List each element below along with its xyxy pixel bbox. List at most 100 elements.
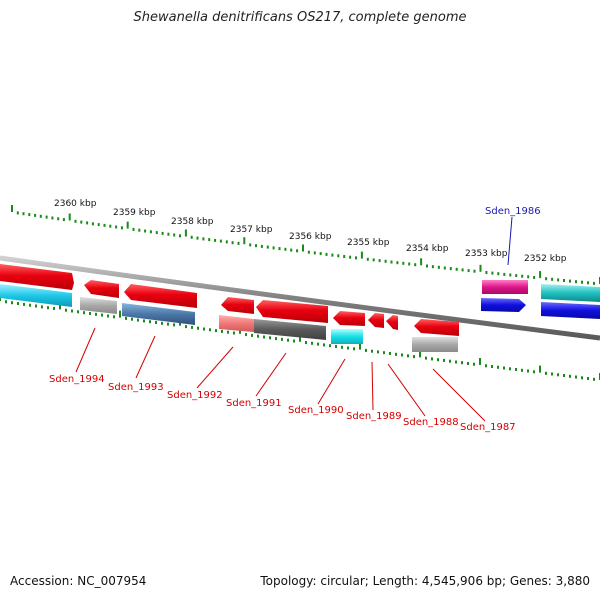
- scale-minor-tick: [455, 360, 457, 364]
- tick-label-2358: 2358 kbp: [171, 217, 214, 227]
- scale-major-tick: [539, 271, 542, 279]
- scale-minor-tick: [557, 373, 559, 377]
- scale-minor-tick: [449, 359, 451, 363]
- gene-arrow[interactable]: [333, 311, 365, 326]
- scale-minor-tick: [491, 365, 493, 368]
- scale-minor-tick: [331, 253, 334, 257]
- scale-minor-tick: [233, 331, 235, 335]
- scale-minor-tick: [366, 257, 369, 261]
- scale-minor-tick: [263, 335, 265, 339]
- scale-minor-tick: [587, 377, 589, 380]
- scale-minor-tick: [203, 327, 205, 331]
- gene-arrow[interactable]: [124, 284, 197, 308]
- scale-minor-tick: [221, 329, 223, 333]
- scale-minor-tick: [275, 337, 277, 341]
- scale-minor-tick: [317, 342, 319, 346]
- gene-arrow[interactable]: [256, 300, 328, 323]
- scale-minor-tick: [335, 345, 337, 348]
- scale-minor-tick: [377, 350, 379, 354]
- scale-minor-tick: [197, 326, 199, 330]
- scale-minor-tick: [313, 251, 316, 255]
- scale-major-tick: [119, 310, 121, 318]
- scale-minor-tick: [329, 344, 331, 348]
- gene-arrow[interactable]: [412, 337, 458, 352]
- scale-minor-tick: [509, 367, 511, 371]
- scale-minor-tick: [575, 280, 577, 284]
- scale-minor-tick: [390, 260, 393, 264]
- scale-minor-tick: [45, 215, 48, 219]
- gene-arrow[interactable]: [481, 298, 526, 312]
- scale-minor-tick: [28, 213, 31, 217]
- scale-minor-tick: [191, 325, 193, 329]
- scale-minor-tick: [509, 273, 512, 277]
- scale-minor-tick: [173, 233, 176, 237]
- gene-arrow[interactable]: [386, 315, 398, 330]
- gene-arrow[interactable]: [414, 319, 459, 336]
- gene-label-sden-1992[interactable]: Sden_1992: [167, 390, 223, 401]
- scale-minor-tick: [179, 234, 181, 238]
- scale-minor-tick: [77, 310, 79, 314]
- scale-minor-tick: [53, 307, 55, 310]
- gene-arrow[interactable]: [0, 284, 72, 307]
- gene-label-sden-1987[interactable]: Sden_1987: [460, 422, 516, 433]
- gene-label-sden-1991[interactable]: Sden_1991: [226, 398, 282, 409]
- gene-arrow[interactable]: [84, 280, 119, 298]
- gene-label-sden-1988[interactable]: Sden_1988: [403, 417, 459, 428]
- scale-minor-tick: [365, 348, 367, 352]
- scale-minor-tick: [11, 301, 13, 305]
- scale-major-tick: [68, 213, 71, 221]
- scale-minor-tick: [190, 235, 193, 239]
- gene-arrow[interactable]: [0, 264, 74, 290]
- scale-minor-tick: [167, 322, 169, 326]
- scale-minor-tick: [225, 240, 228, 244]
- gene-sden-1986[interactable]: [482, 280, 528, 294]
- scale-minor-tick: [62, 218, 65, 222]
- scale-minor-tick: [527, 275, 530, 279]
- gene-label-sden-1994[interactable]: Sden_1994: [49, 374, 105, 385]
- scale-minor-tick: [22, 212, 25, 216]
- gene-arrow[interactable]: [368, 313, 384, 328]
- scale-minor-tick: [83, 311, 85, 315]
- gene-labels: Sden_1986 Sden_1994 Sden_1993 Sden_1992 …: [49, 206, 541, 433]
- scale-minor-tick: [401, 353, 403, 357]
- scale-minor-tick: [402, 261, 405, 265]
- scale-minor-tick: [437, 358, 439, 362]
- leader-line-sden-1990: [317, 358, 346, 405]
- gene-arrow[interactable]: [219, 315, 254, 332]
- gene-arrow[interactable]: [122, 303, 195, 325]
- gene-label-sden-1986[interactable]: Sden_1986: [485, 206, 541, 217]
- scale-major-tick: [479, 264, 482, 272]
- scale-minor-tick: [29, 303, 31, 307]
- scale-minor-tick: [255, 244, 257, 248]
- scale-minor-tick: [449, 267, 452, 271]
- tick-label-2354: 2354 kbp: [406, 244, 449, 254]
- scale-minor-tick: [378, 259, 381, 263]
- scale-major-tick: [126, 221, 129, 229]
- gene-arrow[interactable]: [80, 297, 117, 314]
- accession-label: Accession: NC_007954: [10, 574, 147, 588]
- gene-arrow[interactable]: [331, 329, 363, 344]
- scale-minor-tick: [593, 377, 595, 381]
- scale-minor-tick: [396, 261, 399, 265]
- kbp-tick-labels: 2360 kbp 2359 kbp 2358 kbp 2357 kbp 2356…: [54, 199, 567, 264]
- scale-minor-tick: [89, 312, 91, 315]
- gene-label-sden-1993[interactable]: Sden_1993: [108, 382, 164, 393]
- scale-minor-tick: [545, 277, 548, 281]
- gene-label-sden-1989[interactable]: Sden_1989: [346, 411, 402, 422]
- gene-arrow[interactable]: [254, 319, 326, 340]
- scale-minor-tick: [5, 300, 7, 304]
- scale-major-tick: [299, 334, 301, 342]
- scale-minor-tick: [231, 241, 234, 245]
- scale-minor-tick: [284, 247, 287, 251]
- scale-minor-tick: [113, 315, 115, 319]
- scale-minor-tick: [515, 368, 517, 371]
- gene-arrow[interactable]: [221, 297, 254, 314]
- scale-minor-tick: [47, 306, 49, 310]
- scale-minor-tick: [34, 213, 37, 217]
- scale-minor-tick: [521, 368, 523, 372]
- gene-arrow[interactable]: [541, 302, 600, 319]
- scale-minor-tick: [323, 343, 325, 347]
- gene-arrow[interactable]: [541, 284, 600, 302]
- scale-minor-tick: [349, 255, 352, 259]
- gene-label-sden-1990[interactable]: Sden_1990: [288, 405, 344, 416]
